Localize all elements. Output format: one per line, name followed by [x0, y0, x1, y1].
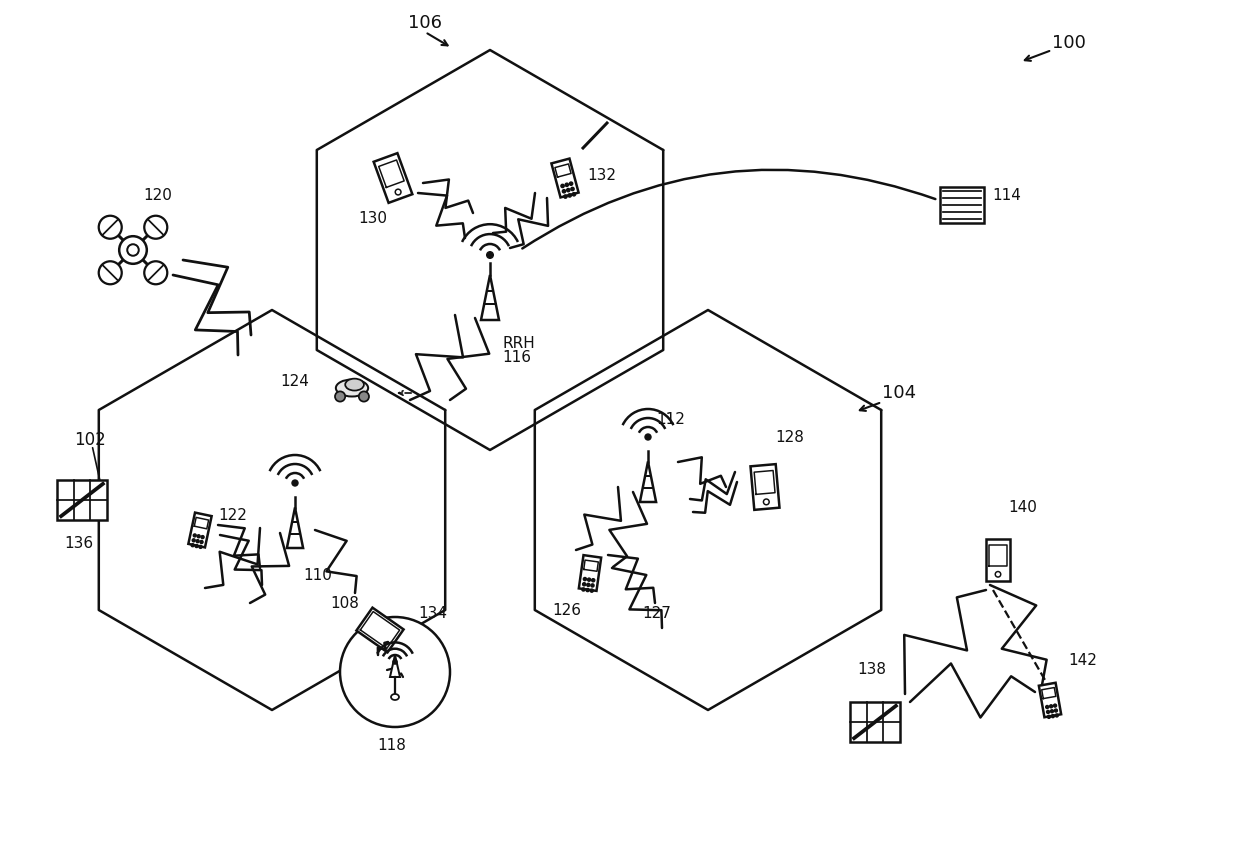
- Circle shape: [573, 193, 575, 196]
- Circle shape: [358, 391, 370, 402]
- Circle shape: [582, 588, 585, 591]
- Polygon shape: [481, 275, 498, 320]
- Polygon shape: [552, 159, 579, 197]
- Circle shape: [1045, 706, 1049, 708]
- Ellipse shape: [345, 378, 363, 391]
- Polygon shape: [188, 512, 212, 548]
- Polygon shape: [373, 153, 413, 203]
- Circle shape: [565, 183, 568, 187]
- Circle shape: [1054, 709, 1058, 712]
- Text: RRH: RRH: [502, 336, 534, 351]
- Circle shape: [99, 216, 122, 238]
- Circle shape: [340, 617, 450, 727]
- Circle shape: [144, 261, 167, 284]
- Circle shape: [583, 577, 587, 581]
- Polygon shape: [391, 655, 401, 677]
- Polygon shape: [286, 507, 303, 548]
- Circle shape: [144, 216, 167, 238]
- Circle shape: [200, 541, 203, 543]
- Text: 122: 122: [218, 508, 247, 523]
- Circle shape: [591, 584, 594, 587]
- Circle shape: [1047, 710, 1049, 714]
- Polygon shape: [57, 480, 107, 520]
- Text: 126: 126: [552, 603, 582, 618]
- Text: 116: 116: [502, 350, 531, 365]
- Circle shape: [1054, 704, 1056, 707]
- Polygon shape: [750, 464, 780, 510]
- Text: 132: 132: [587, 168, 616, 183]
- Circle shape: [486, 251, 494, 258]
- Circle shape: [1048, 715, 1050, 718]
- Circle shape: [201, 536, 205, 538]
- Text: 106: 106: [408, 14, 441, 32]
- Circle shape: [195, 544, 198, 548]
- Circle shape: [567, 188, 570, 192]
- Circle shape: [587, 588, 589, 592]
- Text: 102: 102: [74, 431, 105, 449]
- Circle shape: [393, 660, 397, 664]
- Text: 112: 112: [656, 412, 684, 427]
- Circle shape: [591, 579, 595, 581]
- Text: 108: 108: [330, 596, 358, 611]
- Circle shape: [569, 182, 573, 185]
- Circle shape: [1050, 709, 1054, 713]
- Text: 120: 120: [143, 188, 172, 203]
- Bar: [940, 187, 983, 223]
- Circle shape: [590, 589, 593, 592]
- Text: 124: 124: [280, 374, 309, 389]
- Circle shape: [645, 434, 651, 440]
- FancyArrowPatch shape: [522, 169, 935, 249]
- Text: 128: 128: [775, 430, 804, 445]
- Circle shape: [583, 582, 585, 586]
- Ellipse shape: [391, 694, 399, 700]
- Circle shape: [564, 195, 567, 198]
- Circle shape: [587, 583, 590, 587]
- Circle shape: [1049, 705, 1053, 708]
- Polygon shape: [851, 702, 900, 742]
- Text: 118: 118: [377, 738, 405, 753]
- Text: 104: 104: [882, 384, 916, 402]
- Polygon shape: [640, 461, 656, 502]
- Circle shape: [191, 543, 195, 547]
- Text: 114: 114: [992, 188, 1021, 203]
- Text: 127: 127: [642, 606, 671, 621]
- Text: 134: 134: [418, 606, 446, 621]
- Circle shape: [192, 539, 195, 542]
- Text: 140: 140: [1008, 500, 1037, 515]
- Circle shape: [588, 578, 590, 581]
- Circle shape: [1055, 714, 1058, 717]
- Circle shape: [198, 545, 202, 549]
- Text: 130: 130: [358, 211, 387, 226]
- Text: 138: 138: [857, 662, 887, 677]
- Circle shape: [560, 184, 564, 187]
- Circle shape: [335, 391, 345, 402]
- Polygon shape: [579, 556, 601, 591]
- Circle shape: [570, 187, 574, 191]
- Circle shape: [291, 480, 298, 486]
- Circle shape: [568, 194, 572, 197]
- Polygon shape: [356, 607, 403, 652]
- Circle shape: [197, 535, 200, 537]
- Circle shape: [563, 189, 565, 193]
- Circle shape: [1052, 715, 1054, 718]
- Text: 100: 100: [1052, 34, 1086, 52]
- Text: 110: 110: [303, 568, 332, 583]
- Circle shape: [119, 236, 146, 264]
- Circle shape: [99, 261, 122, 284]
- Text: 142: 142: [1068, 653, 1097, 668]
- Text: 136: 136: [64, 536, 93, 551]
- Polygon shape: [986, 539, 1011, 581]
- Circle shape: [196, 540, 200, 543]
- Ellipse shape: [336, 379, 368, 397]
- Polygon shape: [1039, 683, 1061, 717]
- Circle shape: [193, 534, 196, 537]
